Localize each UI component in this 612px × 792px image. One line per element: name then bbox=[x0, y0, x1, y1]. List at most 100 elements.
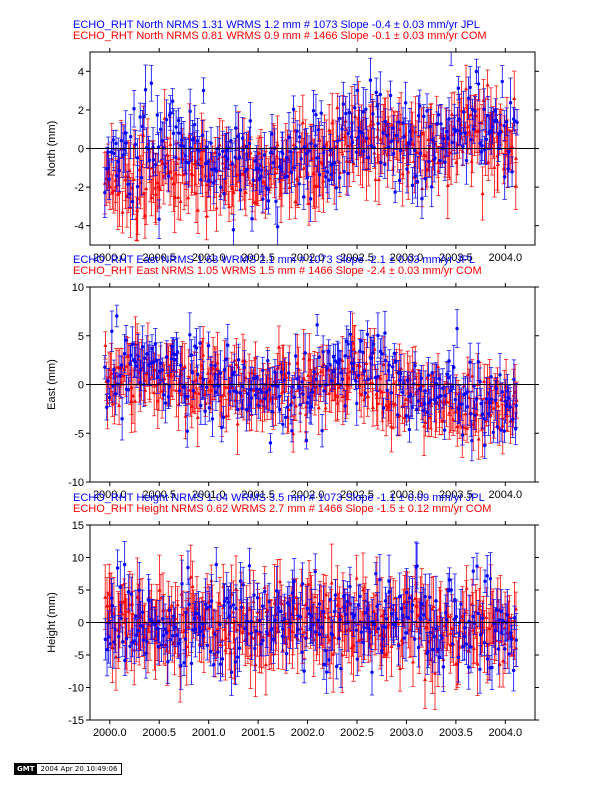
data-point bbox=[391, 126, 395, 130]
data-point bbox=[195, 372, 200, 376]
data-point bbox=[352, 361, 356, 365]
x-tick-label: 2004.0 bbox=[489, 252, 523, 264]
x-tick-label: 2002.5 bbox=[340, 252, 374, 264]
data-point bbox=[322, 145, 326, 149]
data-point bbox=[195, 207, 200, 212]
data-point bbox=[464, 86, 469, 91]
data-point bbox=[362, 149, 366, 154]
x-tick-label: 2000.0 bbox=[93, 252, 127, 264]
data-point bbox=[168, 169, 173, 174]
data-point bbox=[478, 380, 482, 384]
data-point bbox=[274, 199, 278, 204]
data-point bbox=[155, 180, 160, 185]
data-point bbox=[368, 122, 373, 127]
data-point bbox=[257, 403, 261, 408]
data-point bbox=[188, 146, 193, 150]
data-point bbox=[129, 353, 133, 358]
data-point bbox=[285, 405, 290, 409]
data-point bbox=[290, 428, 294, 433]
data-point bbox=[278, 407, 282, 412]
data-point bbox=[452, 127, 457, 131]
data-point bbox=[173, 358, 177, 362]
data-point bbox=[315, 323, 319, 327]
data-point bbox=[391, 151, 396, 156]
data-point bbox=[306, 201, 311, 206]
data-point bbox=[175, 350, 180, 354]
data-point bbox=[119, 363, 124, 367]
data-point bbox=[218, 371, 223, 375]
data-point bbox=[508, 101, 513, 105]
data-point bbox=[334, 186, 338, 190]
data-point bbox=[405, 167, 409, 171]
data-point bbox=[140, 163, 145, 168]
data-point bbox=[356, 373, 361, 378]
data-point bbox=[340, 151, 345, 156]
data-point bbox=[429, 403, 434, 408]
data-point bbox=[190, 370, 194, 375]
data-point bbox=[425, 410, 430, 415]
data-point bbox=[283, 415, 288, 420]
data-point bbox=[472, 127, 476, 131]
data-point bbox=[250, 217, 254, 221]
data-point bbox=[474, 397, 479, 401]
data-point bbox=[371, 121, 376, 126]
data-point bbox=[214, 205, 219, 210]
data-point bbox=[133, 142, 138, 147]
data-point bbox=[160, 368, 164, 372]
data-point bbox=[462, 123, 467, 128]
data-point bbox=[289, 388, 294, 393]
data-point bbox=[357, 363, 362, 368]
data-point bbox=[315, 156, 319, 160]
data-point bbox=[194, 190, 199, 195]
data-point bbox=[251, 178, 255, 182]
data-point bbox=[477, 120, 482, 124]
data-point bbox=[416, 399, 420, 403]
data-point bbox=[372, 346, 377, 351]
data-point bbox=[221, 415, 226, 419]
data-point bbox=[188, 333, 192, 337]
data-point bbox=[346, 171, 350, 176]
data-point bbox=[461, 110, 466, 114]
data-point bbox=[337, 176, 342, 180]
data-point bbox=[126, 182, 130, 187]
data-point bbox=[211, 366, 216, 371]
data-point bbox=[144, 186, 149, 191]
data-point bbox=[147, 158, 152, 162]
data-point bbox=[256, 166, 260, 171]
data-point bbox=[295, 377, 300, 381]
data-point bbox=[468, 112, 473, 117]
data-point bbox=[425, 109, 429, 113]
data-point bbox=[355, 401, 359, 406]
data-point bbox=[388, 93, 393, 98]
data-point bbox=[139, 368, 143, 372]
data-point bbox=[476, 436, 481, 441]
data-point bbox=[482, 107, 486, 111]
data-point bbox=[187, 161, 191, 165]
data-point bbox=[259, 168, 264, 172]
data-point bbox=[117, 189, 122, 194]
data-point bbox=[406, 389, 411, 394]
data-point bbox=[156, 375, 160, 379]
data-point bbox=[151, 158, 156, 162]
data-point bbox=[124, 141, 128, 145]
data-point bbox=[241, 384, 245, 389]
x-tick-label: 2002.0 bbox=[291, 252, 325, 264]
data-point bbox=[447, 359, 451, 363]
data-point bbox=[157, 217, 161, 221]
data-point bbox=[224, 357, 228, 361]
data-point bbox=[460, 433, 465, 437]
data-point bbox=[413, 363, 417, 368]
data-point bbox=[238, 391, 243, 395]
data-point bbox=[114, 373, 119, 378]
data-point bbox=[289, 403, 293, 407]
data-point bbox=[262, 179, 267, 184]
data-point bbox=[302, 195, 306, 199]
data-point bbox=[371, 405, 376, 410]
data-point bbox=[513, 155, 518, 160]
data-point bbox=[293, 403, 298, 408]
data-point bbox=[379, 160, 383, 165]
data-point bbox=[212, 181, 216, 185]
data-point bbox=[124, 338, 128, 342]
data-point bbox=[401, 155, 406, 160]
data-point bbox=[403, 101, 408, 105]
